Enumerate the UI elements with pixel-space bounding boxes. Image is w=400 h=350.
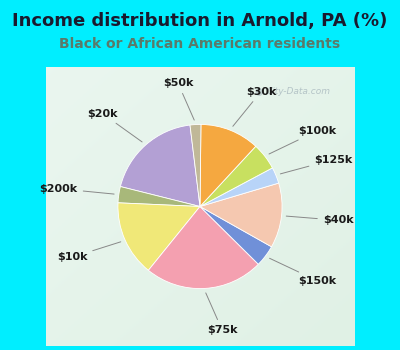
Text: $125k: $125k [280, 155, 352, 174]
Wedge shape [148, 206, 258, 288]
Wedge shape [118, 203, 200, 270]
Text: $100k: $100k [269, 126, 336, 154]
Text: Black or African American residents: Black or African American residents [60, 37, 340, 51]
Wedge shape [200, 206, 272, 264]
Wedge shape [200, 125, 256, 206]
Text: $20k: $20k [88, 109, 142, 142]
Wedge shape [200, 146, 272, 206]
Wedge shape [200, 183, 282, 247]
Text: Income distribution in Arnold, PA (%): Income distribution in Arnold, PA (%) [12, 12, 388, 30]
Text: $50k: $50k [163, 78, 194, 120]
Text: ●: ● [254, 87, 263, 97]
Text: City-Data.com: City-Data.com [267, 87, 331, 96]
Wedge shape [200, 168, 279, 206]
Text: $30k: $30k [233, 87, 276, 126]
Text: $10k: $10k [57, 242, 121, 262]
Text: $200k: $200k [40, 184, 114, 194]
Wedge shape [118, 187, 200, 206]
Wedge shape [190, 125, 201, 206]
Text: $40k: $40k [286, 215, 354, 225]
Text: $75k: $75k [206, 293, 237, 335]
Text: $150k: $150k [270, 258, 337, 286]
Wedge shape [120, 125, 200, 206]
